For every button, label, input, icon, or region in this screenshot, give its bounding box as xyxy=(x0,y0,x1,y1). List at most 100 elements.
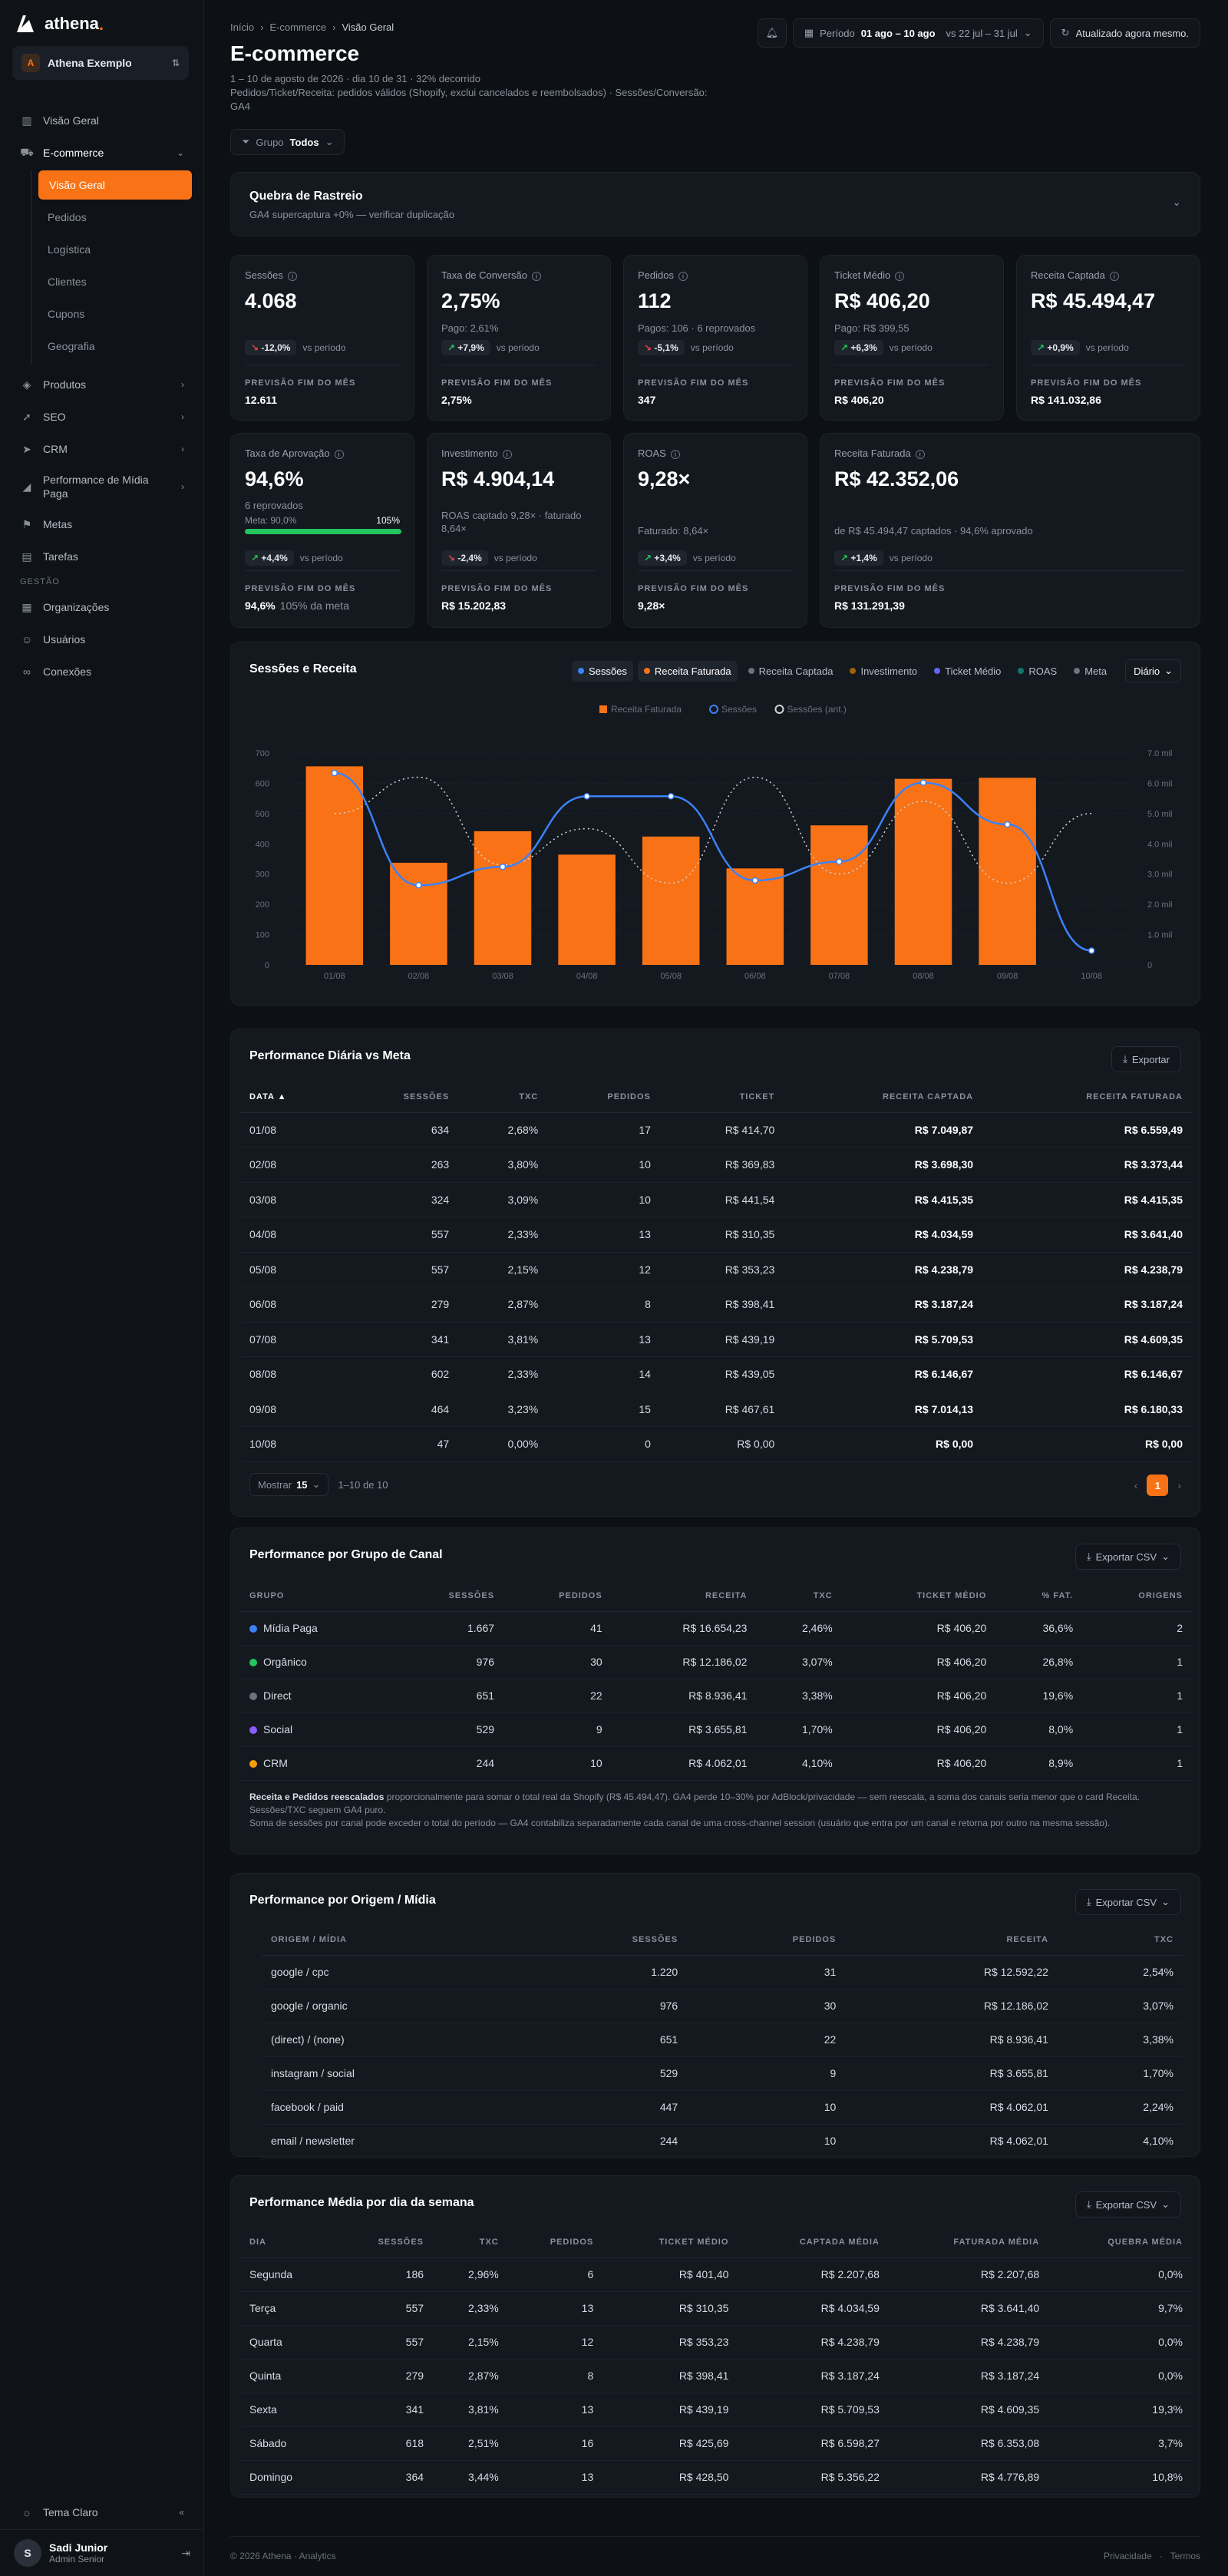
export-csv-button[interactable]: ⤓ Exportar CSV ⌄ xyxy=(1074,1889,1181,1915)
column-header[interactable]: RECEITA xyxy=(845,1924,1058,1956)
table-row[interactable]: 07/08 341 3,81% 13 R$ 439,19 R$ 5.709,53 R$ 4.… xyxy=(240,1322,1192,1357)
tracking-alert[interactable]: Quebra de Rastreio GA4 supercaptura +0% … xyxy=(230,172,1200,236)
nav-sub-cupons[interactable]: Cupons xyxy=(48,308,85,320)
series-toggle[interactable]: Sessões xyxy=(572,660,633,682)
org-switcher[interactable]: A Athena Exemplo ⇅ xyxy=(12,46,189,80)
nav-conexoes[interactable]: ∞ Conexões xyxy=(0,656,204,688)
nav-metas[interactable]: ⚑ Metas xyxy=(0,508,204,540)
info-icon[interactable]: i xyxy=(915,450,925,459)
series-toggle[interactable]: ROAS xyxy=(1012,661,1063,682)
theme-toggle[interactable]: ☼ Tema Claro « xyxy=(0,2495,204,2530)
granularity-select[interactable]: Diário ⌄ xyxy=(1125,659,1181,682)
table-row[interactable]: Segunda 186 2,96% 6 R$ 401,40 R$ 2.207,68 R$ 2… xyxy=(240,2257,1192,2292)
crumb-ecommerce[interactable]: E-commerce xyxy=(269,21,327,33)
column-header[interactable]: TXC xyxy=(1057,1924,1183,1956)
table-row[interactable]: facebook / paid 447 10 R$ 4.062,01 2,24% xyxy=(262,2090,1183,2125)
brand-logo[interactable]: athena. xyxy=(14,12,113,35)
collapse-icon[interactable]: « xyxy=(179,2506,184,2518)
nav-sub-logistica[interactable]: Logística xyxy=(48,243,91,256)
info-icon[interactable]: i xyxy=(532,272,542,281)
column-header[interactable]: SESSÕES xyxy=(341,1082,459,1113)
table-row[interactable]: 05/08 557 2,15% 12 R$ 353,23 R$ 4.238,79 R$ 4.… xyxy=(240,1252,1192,1287)
footer-privacy-link[interactable]: Privacidade xyxy=(1103,2551,1152,2561)
column-header[interactable]: DIA xyxy=(240,2227,335,2258)
column-header[interactable]: TXC xyxy=(756,1580,842,1612)
nav-sub-geografia[interactable]: Geografia xyxy=(48,340,95,352)
column-header[interactable]: RECEITA CAPTADA xyxy=(784,1082,983,1113)
table-row[interactable]: email / newsletter 244 10 R$ 4.062,01 4,10% xyxy=(262,2124,1183,2158)
user-menu[interactable]: S Sadi Junior Admin Senior ⇥ xyxy=(0,2530,204,2576)
column-header[interactable]: TXC xyxy=(458,1082,548,1113)
chevron-left-icon[interactable]: ‹ xyxy=(1134,1479,1138,1491)
chevron-right-icon[interactable]: › xyxy=(1177,1479,1181,1491)
table-row[interactable]: 01/08 634 2,68% 17 R$ 414,70 R$ 7.049,87 R$ 6.… xyxy=(240,1112,1192,1148)
nav-produtos[interactable]: ◈ Produtos › xyxy=(0,368,204,401)
column-header[interactable]: PEDIDOS xyxy=(507,2227,603,2258)
table-row[interactable]: Quinta 279 2,87% 8 R$ 398,41 R$ 3.187,24 R$ 3.… xyxy=(240,2359,1192,2393)
table-row[interactable]: 09/08 464 3,23% 15 R$ 467,61 R$ 7.014,13 R$ 6.… xyxy=(240,1392,1192,1427)
series-toggle[interactable]: Ticket Médio xyxy=(928,661,1007,682)
page-button[interactable]: 1 xyxy=(1147,1475,1169,1496)
logout-icon[interactable]: ⇥ xyxy=(181,2546,190,2559)
info-icon[interactable]: i xyxy=(670,450,680,459)
series-toggle[interactable]: Receita Faturada xyxy=(637,660,738,682)
column-header[interactable]: PEDIDOS xyxy=(503,1580,612,1612)
nav-ecommerce[interactable]: ⛟ E-commerce ⌄ xyxy=(0,137,204,169)
column-header[interactable]: CAPTADA MÉDIA xyxy=(738,2227,889,2258)
table-row[interactable]: Domingo 364 3,44% 13 R$ 428,50 R$ 5.356,22 R$ … xyxy=(240,2460,1192,2495)
column-header[interactable]: PEDIDOS xyxy=(547,1082,660,1113)
table-row[interactable]: 02/08 263 3,80% 10 R$ 369,83 R$ 3.698,30 R$ 3.… xyxy=(240,1147,1192,1183)
group-filter[interactable]: ⏷ Grupo Todos ⌄ xyxy=(230,129,345,155)
nav-usuarios[interactable]: ☺ Usuários xyxy=(0,623,204,656)
export-button[interactable]: ⤓ Exportar xyxy=(1111,1046,1181,1072)
column-header[interactable]: GRUPO xyxy=(240,1580,392,1612)
nav-sub-clientes[interactable]: Clientes xyxy=(48,276,87,288)
column-header[interactable]: SESSÕES xyxy=(523,1924,688,1956)
page-size-select[interactable]: Mostrar 15 ⌄ xyxy=(249,1473,329,1496)
nav-crm[interactable]: ➤ CRM › xyxy=(0,433,204,465)
nav-tarefas[interactable]: ▤ Tarefas xyxy=(0,540,204,573)
column-header[interactable]: TICKET MÉDIO xyxy=(841,1580,996,1612)
column-header[interactable]: TICKET MÉDIO xyxy=(602,2227,738,2258)
info-icon[interactable]: i xyxy=(334,450,344,459)
table-row[interactable]: 04/08 557 2,33% 13 R$ 310,35 R$ 4.034,59 R$ 3.… xyxy=(240,1217,1192,1253)
column-header[interactable]: ORIGEM / MÍDIA xyxy=(262,1924,523,1956)
column-header[interactable]: TXC xyxy=(433,2227,508,2258)
series-toggle[interactable]: Investimento xyxy=(843,661,923,682)
export-csv-button[interactable]: ⤓ Exportar CSV ⌄ xyxy=(1074,1544,1181,1570)
nav-midia-paga[interactable]: ◢ Performance de Mídia Paga › xyxy=(0,465,204,508)
crumb-inicio[interactable]: Início xyxy=(230,21,255,33)
footer-terms-link[interactable]: Termos xyxy=(1170,2551,1200,2561)
table-row[interactable]: 06/08 279 2,87% 8 R$ 398,41 R$ 3.187,24 R$ 3.1… xyxy=(240,1286,1192,1323)
info-icon[interactable]: i xyxy=(895,272,905,281)
nav-organizacoes[interactable]: ▦ Organizações xyxy=(0,591,204,623)
column-header[interactable]: PEDIDOS xyxy=(687,1924,846,1956)
column-header[interactable]: ORIGENS xyxy=(1082,1580,1192,1612)
nav-sub-visao-geral[interactable]: Visão Geral xyxy=(38,170,192,200)
info-icon[interactable]: i xyxy=(1109,272,1119,281)
table-row[interactable]: Orgânico 976 30 R$ 12.186,02 3,07% R$ 406,20 2… xyxy=(240,1645,1192,1679)
series-toggle[interactable]: Meta xyxy=(1068,661,1113,682)
column-header[interactable]: DATA ▲ xyxy=(240,1082,342,1113)
column-header[interactable]: SESSÕES xyxy=(334,2227,434,2258)
column-header[interactable]: % FAT. xyxy=(995,1580,1083,1612)
column-header[interactable]: TICKET xyxy=(659,1082,784,1113)
table-row[interactable]: google / organic 976 30 R$ 12.186,02 3,07% xyxy=(262,1989,1183,2023)
column-header[interactable]: RECEITA FATURADA xyxy=(982,1082,1192,1113)
table-row[interactable]: Terça 557 2,33% 13 R$ 310,35 R$ 4.034,59 R$ 3.… xyxy=(240,2291,1192,2326)
table-row[interactable]: Social 529 9 R$ 3.655,81 1,70% R$ 406,20 8,0% 1 xyxy=(240,1712,1192,1747)
info-icon[interactable]: i xyxy=(678,272,688,281)
nav-sub-pedidos[interactable]: Pedidos xyxy=(48,211,87,223)
table-row[interactable]: Sábado 618 2,51% 16 R$ 425,69 R$ 6.598,27 R$ 6… xyxy=(240,2426,1192,2461)
table-row[interactable]: 03/08 324 3,09% 10 R$ 441,54 R$ 4.415,35 R$ 4.… xyxy=(240,1182,1192,1217)
table-row[interactable]: Mídia Paga 1.667 41 R$ 16.654,23 2,46% R$ 406… xyxy=(240,1611,1192,1646)
table-row[interactable]: google / cpc 1.220 31 R$ 12.592,22 2,54% xyxy=(262,1955,1183,1990)
table-row[interactable]: (direct) / (none) 651 22 R$ 8.936,41 3,38% xyxy=(262,2023,1183,2057)
notifications-button[interactable]: 🔔︎ xyxy=(757,18,787,48)
period-picker[interactable]: ▦ Período 01 ago – 10 ago vs 22 jul – 31 ju… xyxy=(792,18,1044,48)
series-toggle[interactable]: Receita Captada xyxy=(742,661,840,682)
table-row[interactable]: Direct 651 22 R$ 8.936,41 3,38% R$ 406,20 19,6… xyxy=(240,1679,1192,1713)
table-row[interactable]: 08/08 602 2,33% 14 R$ 439,05 R$ 6.146,67 R$ 6.… xyxy=(240,1356,1192,1392)
nav-visao-geral[interactable]: ▥ Visão Geral xyxy=(0,104,204,137)
nav-seo[interactable]: ➚ SEO › xyxy=(0,401,204,433)
